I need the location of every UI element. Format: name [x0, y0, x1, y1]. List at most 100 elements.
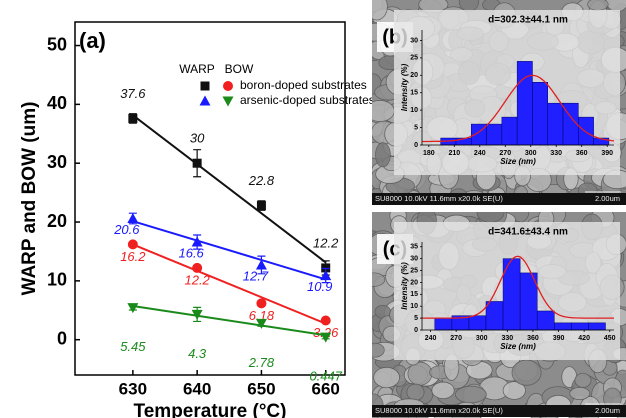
- sem-image: SU8000 10.0kV 11.6mm x20.0k SE(U)2.00um(…: [372, 0, 626, 205]
- y-tick-label: 30: [410, 37, 418, 44]
- grain: [574, 372, 592, 388]
- x-tick-label: 360: [527, 335, 539, 342]
- scale-bar-label: 2.00um: [595, 406, 620, 415]
- x-axis-label: Size (nm): [500, 342, 536, 351]
- histogram-bar: [468, 315, 487, 331]
- panel-label: (a): [79, 28, 106, 53]
- y-tick-label: 50: [47, 34, 67, 54]
- grain: [569, 386, 591, 401]
- marker: [191, 309, 203, 320]
- y-tick-label: 25: [410, 267, 418, 274]
- histogram-bar: [571, 322, 589, 331]
- y-tick-label: 40: [47, 93, 67, 113]
- histogram-bar: [485, 301, 504, 331]
- sem-image: SU8000 10.0kV 11.6mm x20.0k SE(U)2.00um(…: [372, 212, 626, 418]
- marker: [127, 213, 139, 224]
- histogram-bar: [516, 61, 533, 146]
- histogram-bar: [532, 82, 548, 146]
- grain: [407, 361, 433, 386]
- marker: [256, 298, 267, 309]
- grain: [373, 366, 400, 389]
- value-label: 2.78: [248, 355, 275, 370]
- histogram-bar: [536, 310, 555, 331]
- grain: [476, 212, 505, 223]
- grain: [587, 0, 609, 11]
- fit-line: [132, 243, 327, 325]
- x-tick-label: 450: [604, 335, 616, 342]
- fit-curve: [422, 74, 615, 143]
- value-label: 20.6: [113, 222, 140, 237]
- y-axis-label: Intensity (%): [400, 262, 409, 310]
- series: 16.2 12.2 6.18 3.26: [120, 239, 339, 340]
- x-tick-label: 360: [576, 150, 588, 157]
- x-tick-label: 240: [474, 150, 486, 157]
- legend: WARP BOW boron-doped substratesarsenic-dop…: [179, 62, 375, 107]
- grain: [375, 142, 391, 168]
- value-label: 30: [190, 131, 205, 146]
- histogram-bar: [501, 116, 518, 146]
- fit-line: [132, 220, 327, 281]
- annotation: d=341.6±43.4 nm: [488, 227, 568, 238]
- histogram-bar: [547, 102, 564, 146]
- x-tick-label: 180: [423, 150, 435, 157]
- y-tick-label: 20: [410, 72, 418, 79]
- footer-bar: [372, 193, 626, 205]
- histogram-bar: [588, 322, 606, 331]
- series: 5.45 4.3 2.78 0.447: [120, 303, 343, 384]
- x-tick-label: 330: [550, 150, 562, 157]
- grain: [406, 383, 425, 401]
- legend-marker: [223, 81, 233, 91]
- value-label: 12.2: [313, 235, 339, 250]
- y-tick-label: 30: [47, 152, 67, 172]
- x-tick-label: 640: [183, 379, 211, 398]
- y-tick-label: 5: [414, 315, 418, 322]
- grain: [431, 381, 455, 400]
- legend-column-title: WARP: [179, 62, 215, 76]
- value-label: 16.2: [120, 249, 146, 264]
- legend-label: arsenic-doped substrates: [240, 93, 375, 107]
- grain: [455, 385, 487, 404]
- histogram-bar: [554, 322, 572, 331]
- grain: [502, 381, 526, 400]
- fit-curve: [422, 255, 614, 319]
- legend-marker: [200, 81, 210, 91]
- y-tick-label: 10: [410, 107, 418, 114]
- value-label: 5.45: [120, 339, 146, 354]
- marker: [127, 303, 139, 314]
- value-label: 12.2: [184, 272, 210, 287]
- y-tick-label: 0: [414, 142, 418, 149]
- grain: [511, 359, 542, 386]
- y-tick-label: 10: [410, 303, 418, 310]
- value-label: 4.3: [188, 346, 207, 361]
- y-tick-label: 35: [410, 244, 418, 251]
- x-tick-label: 650: [247, 379, 275, 398]
- legend-label: boron-doped substrates: [240, 78, 367, 92]
- x-tick-label: 390: [601, 150, 613, 157]
- marker: [320, 332, 332, 343]
- value-label: 0.447: [309, 369, 342, 384]
- marker: [255, 318, 267, 329]
- marker: [320, 270, 332, 281]
- x-tick-label: 240: [425, 335, 437, 342]
- y-tick-label: 20: [47, 211, 67, 231]
- x-axis-label: Size (nm): [500, 157, 536, 166]
- value-label: 22.8: [248, 173, 275, 188]
- value-label: 16.6: [178, 245, 204, 260]
- x-tick-label: 300: [525, 150, 537, 157]
- grain: [372, 272, 386, 287]
- value-label: 10.9: [307, 279, 332, 294]
- x-axis-label: Temperature (°C): [134, 401, 287, 418]
- y-tick-label: 0: [414, 327, 418, 334]
- x-tick-label: 390: [553, 335, 565, 342]
- value-label: 12.7: [243, 268, 269, 283]
- value-label: 37.6: [120, 86, 146, 101]
- annotation: d=302.3±44.1 nm: [488, 15, 568, 26]
- fit-line: [132, 305, 326, 337]
- legend-marker: [222, 96, 234, 107]
- y-tick-label: 20: [410, 279, 418, 286]
- inset-background: [394, 10, 620, 175]
- y-tick-label: 10: [47, 270, 67, 290]
- marker: [255, 259, 267, 270]
- marker: [128, 113, 138, 123]
